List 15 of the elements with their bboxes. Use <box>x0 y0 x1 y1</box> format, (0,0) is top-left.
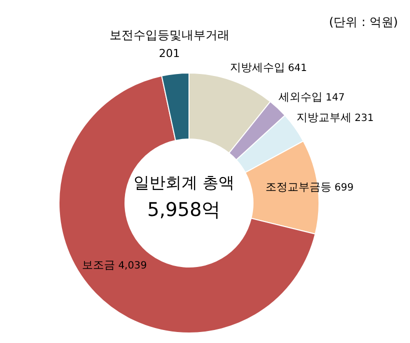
text: 일반회계 총액 <box>133 173 235 192</box>
slice-label: 보조금 <box>82 258 116 272</box>
data-label: 4,039 <box>115 260 147 272</box>
slice-label: 조정교부금등 <box>265 180 332 194</box>
slice-label: 세외수입 <box>278 90 322 104</box>
data-label: 699 <box>331 182 354 194</box>
slice-label: 지방교부세 <box>296 111 352 124</box>
text: 5,958억 <box>147 199 221 221</box>
data-label: 147 <box>322 92 345 104</box>
data-label: 641 <box>284 62 308 74</box>
slice-label: 보전수입등및내부거래 <box>109 28 230 42</box>
data-label: 201 <box>158 46 180 60</box>
text: (단위 : 억원) <box>328 15 398 29</box>
data-label: 231 <box>351 112 374 124</box>
slice-label: 지방세수입 <box>230 60 285 74</box>
